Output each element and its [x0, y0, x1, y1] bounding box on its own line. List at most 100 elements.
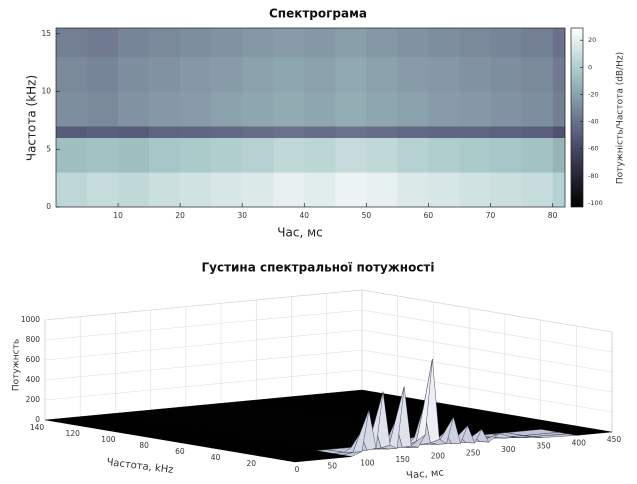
heat-cell [211, 92, 242, 127]
heat-cell [304, 57, 335, 92]
heat-cell [304, 28, 335, 57]
x-tick-label: 40 [300, 211, 310, 220]
heat-cell [87, 92, 118, 127]
heat-cell [428, 172, 459, 207]
heat-cell [211, 57, 242, 92]
x-tick-label: 300 [501, 445, 516, 454]
y-tick-label: 140 [30, 423, 45, 432]
heat-cell [491, 126, 522, 138]
colorbar-label: Потужність/Частота (dB/Hz) [616, 52, 626, 184]
heat-cell [522, 57, 553, 92]
heat-cell [304, 138, 335, 173]
colorbar-tick-label: -60 [588, 145, 599, 153]
heat-cell [149, 57, 180, 92]
x-axis-label: Час, мс [277, 226, 322, 240]
heat-cell [180, 126, 211, 138]
heat-cell [459, 92, 490, 127]
heat-cell [459, 138, 490, 173]
heat-cell [397, 92, 428, 127]
x-tick-label: 80 [548, 211, 558, 220]
heat-cell [428, 57, 459, 92]
heat-cell [522, 28, 553, 57]
heat-cell [87, 28, 118, 57]
heat-cell [118, 126, 149, 138]
heat-cell [459, 57, 490, 92]
heat-cell [553, 28, 566, 57]
heat-cell [397, 28, 428, 57]
z-tick-label: 800 [26, 335, 41, 344]
heat-cell [87, 126, 118, 138]
x-tick-label: 50 [362, 211, 372, 220]
heat-cell [397, 172, 428, 207]
colorbar-tick-label: 20 [588, 36, 596, 44]
heat-cell [56, 172, 87, 207]
z-tick-label: 200 [26, 395, 41, 404]
heat-cell [180, 172, 211, 207]
y-tick-label: 100 [101, 435, 116, 444]
z-axis-label-3d: Потужнсть [12, 339, 22, 391]
heat-cell [491, 92, 522, 127]
x-tick-label: 70 [486, 211, 496, 220]
heat-cell [522, 138, 553, 173]
x-tick-label: 400 [572, 438, 587, 447]
heat-cell [87, 57, 118, 92]
heat-cell [491, 57, 522, 92]
heat-cell [428, 126, 459, 138]
spectrogram-title: Спектрограма [269, 7, 367, 21]
y-axis-label: Частота (kHz) [25, 75, 39, 161]
heat-cell [87, 138, 118, 173]
heat-cell [180, 57, 211, 92]
heat-cell [335, 92, 366, 127]
heat-cell [56, 138, 87, 173]
heat-cell [149, 138, 180, 173]
heat-cell [242, 57, 273, 92]
x-tick-label: 250 [466, 448, 481, 457]
heat-cell [553, 92, 566, 127]
heat-cell [366, 172, 397, 207]
x-tick-label: 10 [113, 211, 123, 220]
heat-cell [242, 92, 273, 127]
x-tick-label: 50 [327, 462, 337, 471]
heat-cell [428, 138, 459, 173]
x-tick-label: 20 [175, 211, 185, 220]
heat-cell [335, 126, 366, 138]
colorbar-tick-label: -100 [588, 199, 603, 207]
z-tick-label: 400 [26, 375, 41, 384]
heat-cell [211, 126, 242, 138]
heat-cell [522, 92, 553, 127]
heat-cell [553, 172, 566, 207]
y-tick-label: 15 [41, 29, 51, 38]
heat-cell [118, 92, 149, 127]
y-tick-label: 20 [247, 459, 257, 468]
heat-cell [273, 172, 304, 207]
y-tick-label: 80 [139, 441, 149, 450]
heat-cell [491, 28, 522, 57]
y-tick-label: 0 [46, 202, 51, 211]
x-tick-label: 60 [424, 211, 434, 220]
surface-title: Густина спектральної потужності [201, 261, 434, 275]
heat-cell [428, 92, 459, 127]
heat-cell [273, 28, 304, 57]
heat-cell [149, 92, 180, 127]
y-tick-label: 10 [41, 87, 51, 96]
heat-cell [366, 57, 397, 92]
colorbar [571, 28, 583, 207]
heat-cell [56, 126, 87, 138]
x-tick-label: 30 [237, 211, 247, 220]
heat-cell [118, 28, 149, 57]
heat-cell [366, 126, 397, 138]
z-tick-label: 1000 [21, 315, 40, 324]
x-tick-label: 350 [536, 442, 551, 451]
x-tick-label: 200 [431, 452, 446, 461]
y-tick-label: 120 [66, 429, 81, 438]
x-tick-label: 450 [607, 435, 622, 444]
heat-cell [211, 28, 242, 57]
heat-cell [242, 138, 273, 173]
heat-cell [149, 126, 180, 138]
heat-cell [118, 172, 149, 207]
heat-cell [304, 92, 335, 127]
heat-cell [180, 92, 211, 127]
heat-cell [522, 126, 553, 138]
heat-cell [242, 28, 273, 57]
heat-cell [211, 172, 242, 207]
